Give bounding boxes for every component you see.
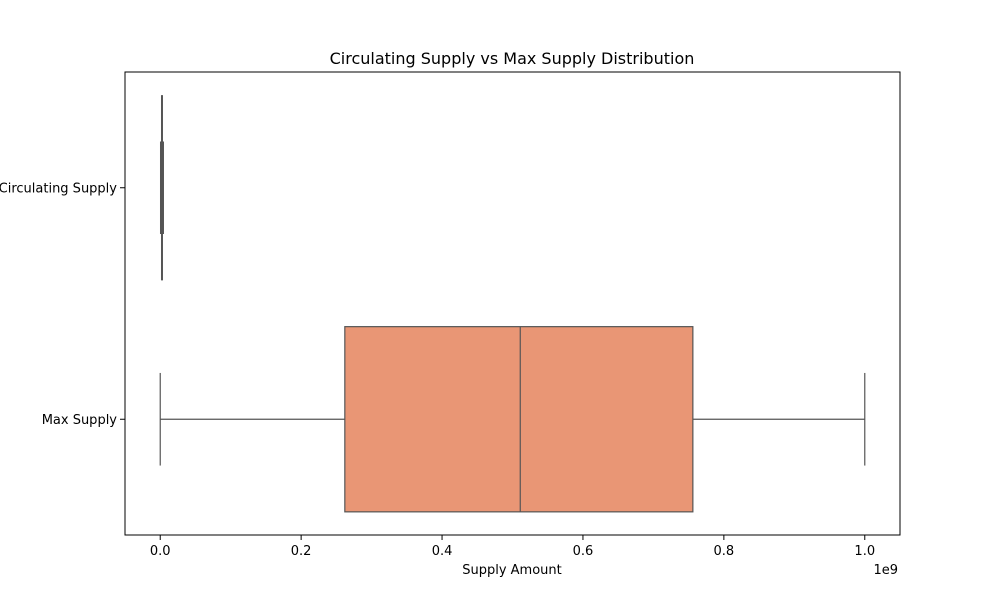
x-tick-label: 0.4 xyxy=(432,544,453,559)
x-axis-offset-label: 1e9 xyxy=(873,563,898,578)
x-tick-label: 0.8 xyxy=(714,544,735,559)
plot-frame xyxy=(124,71,901,536)
x-tick-label: 0.2 xyxy=(291,544,312,559)
chart-title: Circulating Supply vs Max Supply Distrib… xyxy=(330,49,695,68)
box-body xyxy=(344,326,694,513)
x-tick-label: 1.0 xyxy=(854,544,875,559)
y-tick-label: Circulating Supply xyxy=(0,181,117,196)
plot-area: 0.0 0.2 0.4 0.6 0.8 1.0 Circulating Supply Max … xyxy=(0,71,901,559)
x-axis-label: Supply Amount xyxy=(462,563,562,578)
y-tick-label: Max Supply xyxy=(42,413,118,428)
x-tick-label: 0.6 xyxy=(573,544,594,559)
x-tick-label: 0.0 xyxy=(150,544,171,559)
